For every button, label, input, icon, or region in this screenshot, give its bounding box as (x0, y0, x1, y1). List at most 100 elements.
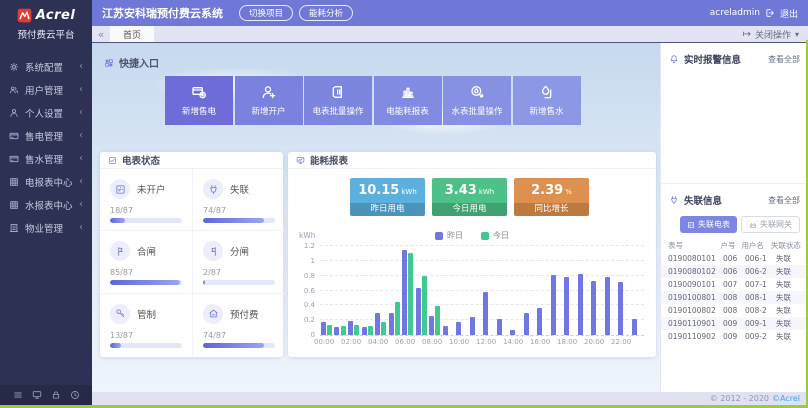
monitor-icon[interactable] (32, 390, 42, 400)
sidebar-item-2[interactable]: 用户管理 ‹ (0, 78, 92, 101)
energy-chart: kWh 昨日 今日 0 0.2 0.4 0.6 0.8 1 1.2 00:00 02:00 04:0… (296, 230, 648, 349)
x-tick-label: 16:00 (529, 338, 551, 346)
quick-button-3[interactable]: 电表批量操作 (304, 76, 372, 125)
table-cell: 0190100801 (668, 293, 716, 302)
quick-button-1[interactable]: 新增售电 (165, 76, 233, 125)
quick-button-5[interactable]: 水表批量操作 (443, 76, 511, 125)
alarm-section-header: 实时报警信息 查看全部 (661, 43, 808, 72)
table-header-cell: 用户名 (741, 241, 764, 250)
bar-昨日-06:00 (402, 249, 407, 335)
table-cell: 失联 (776, 319, 791, 328)
kpi-number: 2.39 (531, 183, 564, 198)
x-tick-label: 22:00 (611, 338, 632, 346)
status-label: 合闸 (137, 247, 157, 259)
quick-button-label: 新增开户 (251, 107, 286, 117)
sidebar-item-label: 物业管理 (25, 223, 64, 235)
status-count: 74/87 (203, 330, 227, 340)
sidebar-item-1[interactable]: 系统配置 ‹ (0, 55, 92, 78)
status-progress-fill (110, 342, 121, 348)
bar-昨日-22:00 (618, 281, 623, 335)
status-label: 失联 (230, 185, 250, 196)
offline-gateway-filter-button[interactable]: 失联网关 (741, 216, 800, 233)
bar-昨日-13:00 (496, 318, 502, 335)
kpi-3: 2.39% 同比增长 (514, 178, 589, 216)
quick-button-4[interactable]: 电能耗报表 (373, 76, 442, 125)
sidebar-menu: 系统配置 ‹ 用户管理 ‹ 个人设置 ‹ 售电管理 ‹ 售水管理 ‹ 电报表中心 ‹ 水报表中心 ‹ 物业管… (0, 55, 92, 239)
footer: © 2012 - 2020 ©Acrel (92, 392, 808, 405)
kpi-unit: kWh (401, 188, 417, 196)
status-progress-fill (203, 218, 265, 223)
status-card-6[interactable]: 预付费 74/87 (193, 294, 285, 356)
bar-昨日-05:00 (388, 312, 394, 335)
table-cell: 0190090101 (668, 280, 716, 289)
quick-button-2[interactable]: 新增开户 (234, 76, 303, 125)
status-card-3[interactable]: 合闸 85/87 (100, 231, 193, 294)
sidebar-item-8[interactable]: 物业管理 ‹ (0, 216, 92, 239)
sidebar-item-4[interactable]: 售电管理 ‹ (0, 124, 92, 147)
sidebar-item-7[interactable]: 水报表中心 ‹ (0, 193, 92, 216)
chevron-left-icon: ‹ (79, 199, 83, 210)
card-icon (9, 154, 19, 164)
status-card-2[interactable]: 失联 74/87 (193, 169, 285, 232)
status-count: 2/87 (203, 268, 221, 278)
status-card-4[interactable]: 分闸 2/87 (193, 231, 285, 294)
offline-meter-filter-button[interactable]: 失联电表 (680, 216, 737, 233)
sidebar-item-3[interactable]: 个人设置 ‹ (0, 101, 92, 124)
lock-icon[interactable] (51, 390, 61, 400)
status-card-1[interactable]: 未开户 18/87 (100, 169, 193, 232)
tab-home[interactable]: 首页 (110, 26, 155, 42)
gridline (320, 274, 644, 276)
water-batch-icon (469, 84, 485, 100)
switch-project-button[interactable]: 切换项目 (239, 5, 294, 21)
bar-昨日-14:00 (510, 329, 515, 335)
status-progress-bar (203, 218, 275, 223)
table-cell: 0190080101 (668, 254, 716, 263)
kpi-value: 10.15 kWh (350, 178, 425, 203)
offline-view-all-link[interactable]: 查看全部 (768, 195, 800, 205)
app-title: 江苏安科瑞预付费云系统 (102, 7, 223, 20)
logo: Acrel (0, 0, 92, 23)
gateway-icon (749, 221, 757, 229)
energy-analysis-button[interactable]: 能耗分析 (299, 5, 354, 21)
alarm-view-all-link[interactable]: 查看全部 (768, 54, 800, 64)
tabbar: « 首页 ↦ 关闭操作 ▾ (92, 26, 808, 43)
brand-link[interactable]: ©Acrel (772, 394, 800, 403)
x-tick-label: 06:00 (395, 338, 416, 346)
card-icon (9, 131, 19, 141)
sidebar-item-5[interactable]: 售水管理 ‹ (0, 147, 92, 170)
clock-icon[interactable] (70, 390, 80, 400)
arrow-right-icon[interactable]: ↦ (742, 28, 751, 40)
bar-昨日-12:00 (483, 291, 488, 335)
status-card-5[interactable]: 管制 13/87 (100, 293, 193, 356)
legend-swatch (435, 231, 443, 240)
logout-button[interactable]: 退出 (779, 9, 798, 20)
kpi-unit: kWh (478, 188, 495, 196)
table-cell: 0190100802 (668, 306, 716, 315)
close-operations-button[interactable]: 关闭操作 (754, 30, 791, 41)
bar-昨日-02:00 (347, 320, 353, 335)
sidebar-item-label: 售电管理 (25, 131, 64, 143)
sidebar: Acrel 预付费云平台 系统配置 ‹ 用户管理 ‹ 个人设置 ‹ 售电管理 ‹ 售水管理 ‹ 电报… (0, 0, 92, 405)
sidebar-item-label: 水报表中心 (25, 200, 73, 212)
logo-text: Acrel (35, 8, 76, 23)
status-icon-circle (110, 179, 130, 199)
bar-昨日-10:00 (456, 322, 461, 335)
gridline (320, 289, 644, 291)
dashboard-content: 快捷入口 新增售电 新增开户 电表批量操作 电能耗报表 水表批量操作 新增售水 电表状态 … (92, 43, 660, 392)
y-tick-label: 1 (310, 256, 315, 265)
quick-button-label: 电表批量操作 (312, 107, 364, 117)
quick-button-6[interactable]: 新增售水 (512, 76, 581, 125)
kpi-2: 3.43 kWh 今日用电 (432, 178, 507, 216)
alarm-list-empty (661, 72, 808, 184)
logout-icon[interactable] (765, 8, 775, 18)
table-cell: 007 (723, 280, 738, 289)
menu-icon[interactable] (13, 390, 23, 400)
status-count: 13/87 (110, 330, 134, 340)
collapse-sidebar-icon[interactable]: « (97, 27, 105, 41)
status-count: 74/87 (203, 206, 227, 215)
meter-batch-icon (330, 84, 346, 100)
table-cell: 失联 (776, 267, 791, 276)
sidebar-item-6[interactable]: 电报表中心 ‹ (0, 170, 92, 193)
topbar-right: acreladmin 退出 (710, 7, 798, 20)
